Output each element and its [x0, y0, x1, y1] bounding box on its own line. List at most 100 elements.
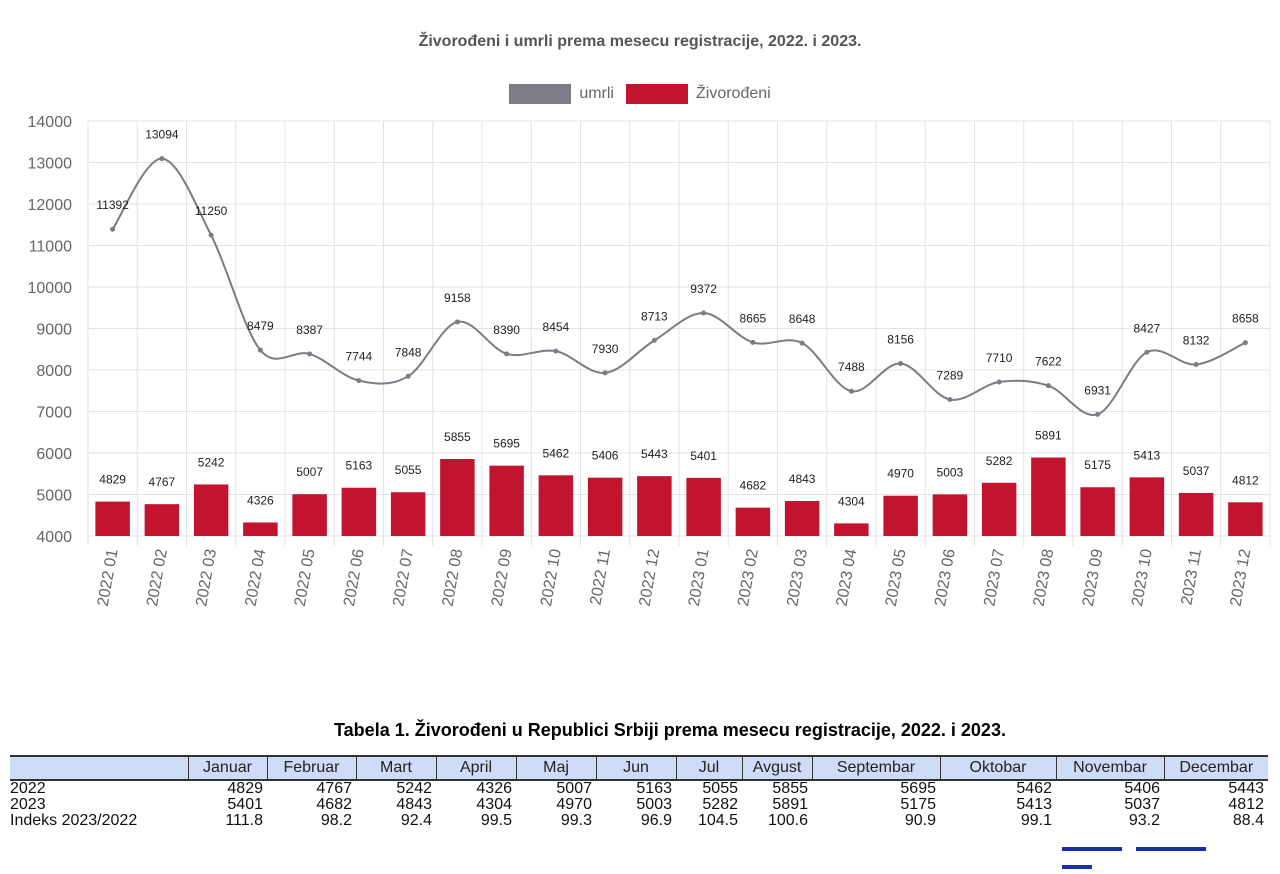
x-tick-label: 2022 03	[193, 548, 220, 608]
table-header-cell: Jul	[675, 755, 742, 781]
table-cell: 4682	[316, 796, 352, 813]
data-label-zivorodeni: 4829	[99, 473, 126, 487]
data-label-umrli: 8648	[789, 312, 816, 326]
bar-zivorodeni	[1228, 502, 1263, 536]
data-label-umrli: 7289	[937, 369, 964, 383]
bar-zivorodeni	[587, 477, 623, 536]
bar-zivorodeni	[1178, 492, 1214, 536]
y-tick-label: 11000	[29, 239, 72, 256]
y-tick-label: 13000	[28, 156, 73, 173]
x-tick-label: 2023 02	[735, 548, 762, 608]
point-umrli	[1193, 362, 1199, 368]
data-label-umrli: 7622	[1035, 355, 1062, 369]
table-header-cell: April	[435, 755, 516, 781]
bar-zivorodeni	[193, 484, 229, 536]
table-header-cell: Decembar	[1163, 755, 1268, 781]
x-tick-label: 2023 01	[686, 548, 713, 608]
table-cell: 5003	[636, 796, 672, 813]
table-header-corner	[10, 755, 188, 781]
table-header-cell: Maj	[515, 755, 596, 781]
point-umrli	[454, 319, 460, 325]
data-label-umrli: 7710	[986, 351, 1013, 365]
point-umrli	[110, 226, 116, 232]
clipped-link-text[interactable]	[1062, 838, 1262, 869]
data-label-zivorodeni: 4304	[838, 494, 865, 508]
x-tick-label: 2023 12	[1228, 548, 1255, 608]
table-cell: 4767	[316, 780, 352, 797]
table-header-cell: Septembar	[811, 755, 940, 781]
data-table: Januar Februar Mart April Maj Jun Jul Avgust Sep…	[10, 755, 1268, 829]
table-cell: 5037	[1124, 796, 1160, 813]
point-umrli	[701, 310, 707, 316]
table-cell: 90.9	[904, 812, 936, 829]
data-label-zivorodeni: 5413	[1134, 448, 1161, 462]
legend-item-umrli[interactable]: umrli	[509, 84, 614, 104]
point-umrli	[898, 361, 904, 367]
point-umrli	[257, 347, 263, 353]
bar-zivorodeni	[735, 507, 771, 536]
chart-plot: 4829 4767 5242 4326 5007 5163 5055 5855 5695 5462…	[28, 114, 1271, 608]
table-header-cell: Mart	[355, 755, 436, 781]
table-cell: 88.4	[1232, 812, 1264, 829]
point-umrli	[504, 351, 510, 357]
bar-zivorodeni	[981, 482, 1017, 536]
legend-label-umrli: umrli	[579, 85, 614, 102]
data-label-zivorodeni: 4767	[149, 475, 176, 489]
x-tick-label: 2023 11	[1178, 548, 1205, 607]
chart-legend: umrli Živorođeni	[0, 84, 1280, 104]
table-cell: 100.6	[767, 812, 808, 829]
data-label-zivorodeni: 4970	[887, 467, 914, 481]
bar-zivorodeni	[686, 477, 721, 536]
table-cell: 99.5	[480, 812, 512, 829]
table-row-label: 2023	[10, 796, 46, 813]
data-label-layer: 4829 4767 5242 4326 5007 5163 5055 5855 5695 5462…	[96, 128, 1259, 509]
point-umrli	[848, 388, 854, 394]
data-label-umrli: 6931	[1084, 383, 1111, 397]
table-cell: 4843	[396, 796, 432, 813]
data-label-umrli: 11250	[195, 204, 228, 218]
table-cell: 104.5	[697, 812, 738, 829]
data-label-zivorodeni: 5443	[641, 447, 668, 461]
bar-zivorodeni	[637, 476, 672, 536]
table-cell: 5406	[1124, 780, 1160, 797]
y-tick-label: 5000	[36, 488, 72, 505]
table-cell: 5413	[1016, 796, 1052, 813]
x-tick-label: 2023 05	[883, 548, 910, 608]
bar-series-zivorodeni	[95, 457, 1263, 536]
x-tick-label: 2022 10	[538, 548, 565, 608]
bar-zivorodeni	[1031, 457, 1066, 536]
data-label-umrli: 8658	[1232, 312, 1259, 326]
data-label-zivorodeni: 5175	[1084, 458, 1111, 472]
x-tick-label: 2022 05	[292, 548, 319, 608]
data-label-zivorodeni: 4326	[247, 493, 274, 507]
table-header-cell: Jun	[595, 755, 676, 781]
table-cell: 4326	[476, 780, 512, 797]
x-tick-label: 2023 09	[1080, 548, 1107, 608]
chart-title: Živorođeni i umrli prema mesecu registra…	[418, 33, 862, 50]
y-tick-label: 6000	[36, 446, 72, 463]
x-tick-label: 2022 01	[95, 548, 122, 608]
data-label-umrli: 8156	[887, 333, 914, 347]
x-tick-label: 2022 08	[440, 548, 467, 608]
table-cell: 5242	[396, 780, 432, 797]
y-tick-label: 9000	[36, 322, 72, 339]
x-tick-label: 2022 07	[390, 548, 417, 608]
table-cell: 5282	[702, 796, 738, 813]
x-tick-label: 2022 12	[637, 548, 664, 608]
data-label-zivorodeni: 5406	[592, 449, 619, 463]
y-tick-label: 14000	[28, 114, 73, 131]
grid-layer	[87, 120, 1271, 546]
line-series-umrli	[110, 156, 1248, 417]
table-cell: 5462	[1016, 780, 1052, 797]
data-label-umrli: 8665	[740, 311, 767, 325]
table-cell: 5175	[900, 796, 936, 813]
data-label-zivorodeni: 5007	[296, 465, 323, 479]
bar-zivorodeni	[883, 495, 918, 536]
x-tick-label: 2022 06	[341, 548, 368, 608]
legend-item-zivorodeni[interactable]: Živorođeni	[625, 84, 771, 104]
table-cell: 111.8	[225, 812, 263, 829]
table-cell: 5055	[702, 780, 738, 797]
point-umrli	[208, 232, 214, 238]
table-cell: 5401	[227, 796, 263, 813]
data-label-umrli: 8390	[493, 323, 520, 337]
